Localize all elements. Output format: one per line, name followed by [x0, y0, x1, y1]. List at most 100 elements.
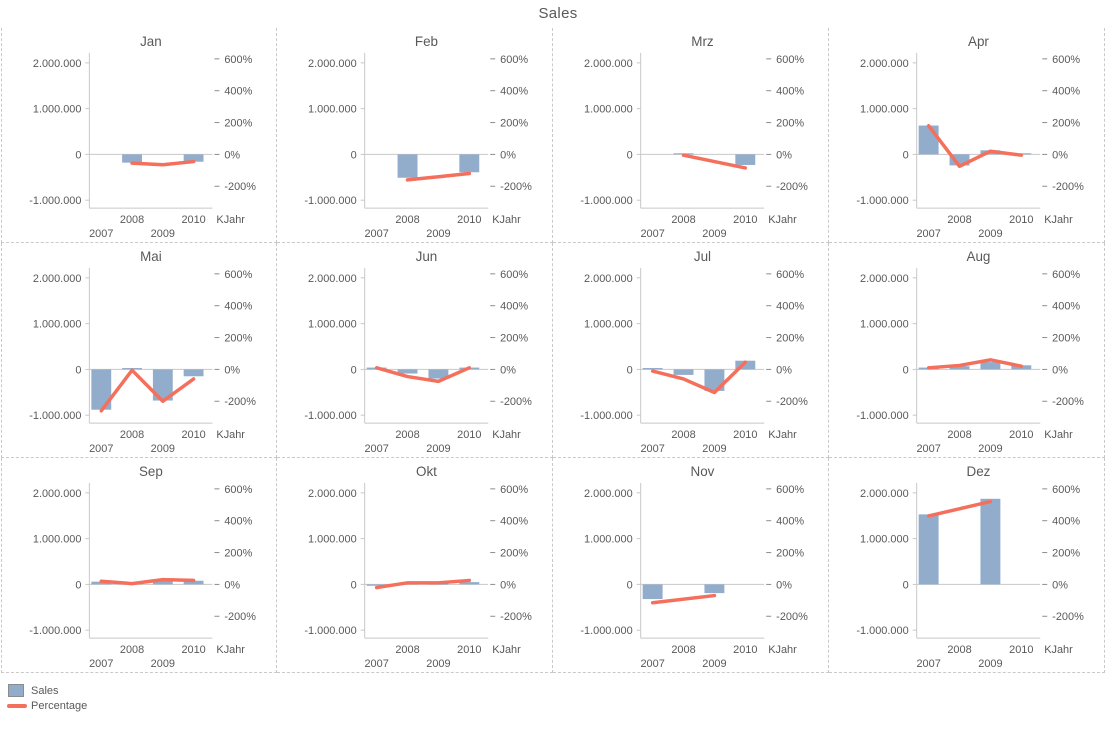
right-tick-label: 200%: [500, 118, 528, 130]
left-tick-label: 0: [903, 364, 909, 376]
left-tick-label: 1.000.000: [308, 319, 357, 331]
sales-bar-2008[interactable]: [949, 154, 970, 166]
percentage-line[interactable]: [374, 366, 472, 384]
sales-bar-2009[interactable]: [704, 584, 725, 594]
x-axis-title: KJahr: [768, 214, 797, 226]
right-tick-label: 400%: [224, 301, 252, 313]
right-tick-label: 200%: [1052, 548, 1080, 560]
right-tick-label: 0%: [224, 364, 240, 376]
left-tick-label: 0: [351, 364, 357, 376]
right-tick-label: 400%: [500, 301, 528, 313]
x-label-upper: 2010: [1009, 429, 1033, 441]
x-label-upper: 2010: [181, 644, 205, 656]
percentage-line[interactable]: [99, 368, 196, 413]
left-tick-label: 2.000.000: [308, 488, 357, 500]
x-label-lower: 2007: [364, 228, 388, 240]
right-tick-label: -200%: [224, 611, 256, 623]
legend-item-sales[interactable]: Sales: [8, 683, 1116, 698]
percentage-line[interactable]: [681, 153, 748, 170]
right-tick-label: 400%: [1052, 301, 1080, 313]
sales-bar-2009[interactable]: [980, 362, 1001, 370]
right-tick-label: -200%: [776, 181, 808, 193]
sales-bar-2010[interactable]: [735, 360, 756, 370]
left-tick-label: -1.000.000: [856, 195, 908, 207]
right-tick-label: 200%: [1052, 333, 1080, 345]
panel-svg-jan: Jan 2.000.000 1.000.000 0 -1.000.000 600% 400%…: [29, 34, 256, 240]
sales-bar-2010[interactable]: [183, 580, 204, 585]
x-axis-title: KJahr: [492, 429, 521, 441]
left-tick-label: 2.000.000: [33, 273, 82, 285]
x-label-lower: 2007: [916, 443, 940, 455]
percentage-line[interactable]: [926, 124, 1024, 169]
percentage-line[interactable]: [926, 358, 1024, 370]
panel-feb: Feb 2.000.000 1.000.000 0 -1.000.000 600% 400%…: [277, 28, 553, 243]
x-label-lower: 2009: [151, 658, 175, 670]
sales-bar-2009[interactable]: [428, 369, 449, 379]
x-label-upper: 2008: [947, 214, 971, 226]
x-label-lower: 2007: [916, 658, 940, 670]
left-tick-label: 2.000.000: [860, 273, 909, 285]
right-tick-label: 600%: [1052, 484, 1080, 496]
x-label-upper: 2008: [395, 644, 419, 656]
sales-bar-2008[interactable]: [397, 154, 418, 178]
sales-bar-2010[interactable]: [735, 154, 756, 165]
sales-bar-2010[interactable]: [459, 582, 480, 585]
panel-title: Dez: [966, 464, 990, 479]
panel-jan: Jan 2.000.000 1.000.000 0 -1.000.000 600% 400%…: [1, 28, 277, 243]
panel-jul: Jul 2.000.000 1.000.000 0 -1.000.000 600% 400%…: [553, 243, 829, 458]
sales-bar-2007[interactable]: [91, 581, 112, 585]
x-label-upper: 2008: [671, 429, 695, 441]
sales-bar-2009[interactable]: [980, 498, 1001, 585]
sales-bar-2008[interactable]: [122, 154, 142, 163]
sales-bar-2007[interactable]: [366, 584, 387, 586]
right-tick-label: -200%: [224, 181, 256, 193]
legend-item-percentage[interactable]: Percentage: [7, 698, 1116, 713]
right-tick-label: 200%: [776, 333, 804, 345]
left-tick-label: 1.000.000: [860, 534, 909, 546]
right-tick-label: 0%: [224, 579, 240, 591]
sales-bar-2010[interactable]: [183, 369, 204, 377]
sales-bar-2008[interactable]: [949, 366, 970, 370]
left-tick-label: 1.000.000: [860, 104, 909, 116]
sales-bar-2007[interactable]: [918, 125, 939, 155]
sales-bar-2007[interactable]: [91, 369, 112, 410]
right-tick-label: -200%: [500, 181, 532, 193]
x-axis-title: KJahr: [1044, 429, 1073, 441]
right-tick-label: 200%: [776, 548, 804, 560]
x-label-lower: 2007: [364, 443, 388, 455]
left-tick-label: 1.000.000: [584, 319, 633, 331]
right-tick-label: 600%: [500, 269, 528, 281]
x-label-upper: 2010: [181, 214, 205, 226]
right-tick-label: 400%: [1052, 516, 1080, 528]
left-tick-label: 1.000.000: [308, 104, 357, 116]
percentage-line[interactable]: [650, 593, 717, 605]
left-tick-label: 0: [627, 149, 633, 161]
right-tick-label: 400%: [776, 86, 804, 98]
left-tick-label: 0: [903, 579, 909, 591]
panel-svg-dez: Dez 2.000.000 1.000.000 0 -1.000.000 600% 400%…: [856, 464, 1084, 670]
sales-bar-2007[interactable]: [642, 584, 663, 600]
sales-bar-2007[interactable]: [918, 514, 939, 585]
percentage-line[interactable]: [99, 577, 196, 586]
left-tick-label: -1.000.000: [304, 410, 356, 422]
percentage-line[interactable]: [650, 360, 748, 395]
right-tick-label: 600%: [776, 484, 804, 496]
right-tick-label: 200%: [224, 118, 252, 130]
sales-bar-2009[interactable]: [152, 580, 173, 585]
left-tick-label: 2.000.000: [860, 58, 909, 70]
percentage-line[interactable]: [130, 159, 196, 167]
x-label-upper: 2010: [1009, 644, 1033, 656]
percentage-line[interactable]: [405, 171, 472, 182]
sales-bar-2009[interactable]: [152, 369, 173, 401]
sales-bar-2008[interactable]: [673, 369, 694, 375]
percentage-line[interactable]: [926, 499, 993, 518]
panel-svg-mai: Mai 2.000.000 1.000.000 0 -1.000.000 600% 400%…: [29, 249, 256, 455]
sales-bar-2008[interactable]: [397, 369, 418, 374]
sales-bar-2007[interactable]: [642, 368, 663, 370]
sales-bar-2010[interactable]: [183, 154, 204, 162]
right-tick-label: -200%: [500, 611, 532, 623]
left-tick-label: -1.000.000: [304, 195, 356, 207]
right-tick-label: 400%: [500, 86, 528, 98]
sales-bar-2010[interactable]: [459, 154, 480, 173]
percentage-line[interactable]: [374, 578, 472, 590]
